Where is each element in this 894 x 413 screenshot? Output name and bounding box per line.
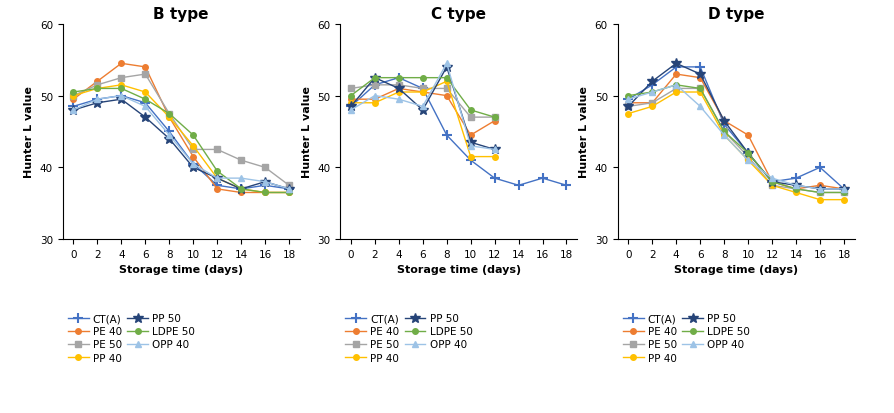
X-axis label: Storage time (days): Storage time (days) [119, 265, 243, 275]
Title: D type: D type [707, 7, 763, 22]
Y-axis label: Hunter L value: Hunter L value [301, 86, 311, 178]
X-axis label: Storage time (days): Storage time (days) [396, 265, 520, 275]
Y-axis label: Hunter L value: Hunter L value [24, 86, 34, 178]
X-axis label: Storage time (days): Storage time (days) [673, 265, 797, 275]
Title: B type: B type [153, 7, 209, 22]
Legend: CT(A), PE 40, PE 50, PP 40, PP 50, LDPE 50, OPP 40: CT(A), PE 40, PE 50, PP 40, PP 50, LDPE … [345, 313, 472, 363]
Legend: CT(A), PE 40, PE 50, PP 40, PP 50, LDPE 50, OPP 40: CT(A), PE 40, PE 50, PP 40, PP 50, LDPE … [622, 313, 749, 363]
Y-axis label: Hunter L value: Hunter L value [578, 86, 588, 178]
Title: C type: C type [431, 7, 485, 22]
Legend: CT(A), PE 40, PE 50, PP 40, PP 50, LDPE 50, OPP 40: CT(A), PE 40, PE 50, PP 40, PP 50, LDPE … [68, 313, 195, 363]
